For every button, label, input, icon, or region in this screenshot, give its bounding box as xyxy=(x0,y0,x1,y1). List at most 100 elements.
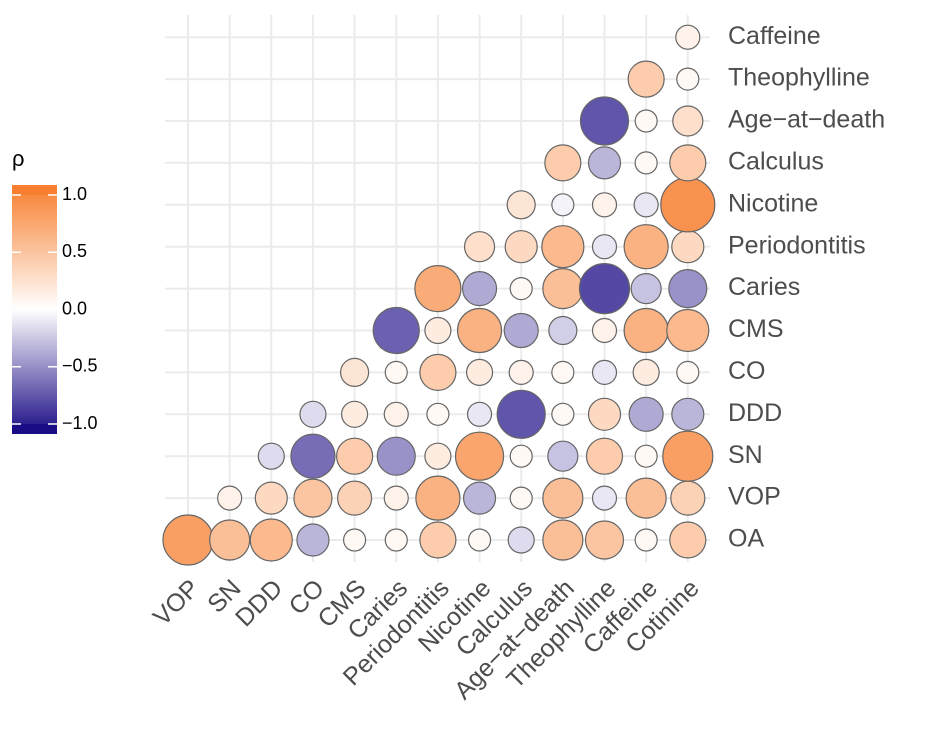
corr-circle xyxy=(675,24,701,50)
corr-circle xyxy=(424,316,452,345)
corr-circle xyxy=(584,520,625,560)
legend-tick-label: 0.0 xyxy=(62,298,87,318)
y-tick-label: OA xyxy=(728,525,764,553)
corr-circle xyxy=(506,190,536,220)
y-tick-label: Age−at−death xyxy=(728,106,885,134)
corr-circle xyxy=(296,523,330,557)
corr-circle xyxy=(671,230,705,264)
colorbar-end xyxy=(12,185,57,195)
corr-circle xyxy=(383,485,409,511)
corr-circle xyxy=(547,440,579,472)
corr-circle xyxy=(671,397,705,431)
corr-circle xyxy=(627,60,665,98)
corr-circle xyxy=(341,400,369,428)
corr-circle xyxy=(209,519,251,561)
corr-circle xyxy=(162,514,214,566)
corr-circle xyxy=(465,358,494,386)
corr-circle xyxy=(509,444,533,468)
corr-circle xyxy=(587,397,622,431)
corr-circle xyxy=(630,273,662,305)
corr-circle xyxy=(660,177,716,233)
colorbar-end xyxy=(12,424,57,434)
legend-tick-label: −0.5 xyxy=(62,356,98,376)
corr-circle xyxy=(669,144,707,182)
corr-circle xyxy=(343,528,367,552)
corr-circle xyxy=(466,401,493,427)
y-tick-label: DDD xyxy=(728,399,782,427)
corr-circle xyxy=(419,521,457,559)
corr-circle xyxy=(509,486,533,510)
y-tick-label: VOP xyxy=(728,483,781,511)
corr-circle xyxy=(340,357,370,387)
y-tick-label: Periodontitis xyxy=(728,231,866,259)
x-tick-label: DDD xyxy=(230,574,288,632)
corr-circle xyxy=(372,306,420,355)
corr-circle xyxy=(509,277,533,301)
corr-circle xyxy=(503,312,539,349)
corr-circle xyxy=(669,521,707,559)
legend-tick-label: −1.0 xyxy=(62,413,98,433)
corr-circle xyxy=(666,308,710,353)
corr-circle xyxy=(544,144,582,182)
corr-circle xyxy=(591,234,618,260)
x-tick-label: VOP xyxy=(148,574,205,631)
corr-circle xyxy=(426,402,450,426)
corr-circle xyxy=(591,192,618,218)
y-tick-label: Nicotine xyxy=(728,189,818,217)
corr-circle xyxy=(542,268,584,310)
legend-title: ρ xyxy=(12,146,25,171)
corr-circle xyxy=(419,353,457,391)
corr-circle xyxy=(336,437,374,475)
corr-circle xyxy=(634,444,658,468)
corr-circle xyxy=(628,396,664,432)
corr-circle xyxy=(463,231,496,263)
corr-circle xyxy=(591,317,618,344)
corr-circle xyxy=(337,480,373,516)
y-tick-label: CO xyxy=(728,357,766,385)
corr-circle xyxy=(591,485,618,511)
corr-circle xyxy=(541,225,585,269)
corr-circle xyxy=(461,271,498,307)
corr-circle xyxy=(257,442,285,470)
corr-circle xyxy=(676,67,700,91)
corr-circle xyxy=(504,230,538,264)
corr-circle xyxy=(542,519,584,561)
corr-circle xyxy=(414,265,462,313)
corr-circle xyxy=(551,193,575,217)
corr-circle xyxy=(634,528,658,552)
corr-circle xyxy=(551,402,575,426)
corr-circle xyxy=(384,528,408,552)
corr-circle xyxy=(579,96,630,146)
y-tick-label: Calculus xyxy=(728,148,824,176)
corr-circle xyxy=(508,359,534,385)
corr-circle xyxy=(623,307,669,354)
corr-circle xyxy=(217,485,243,511)
corr-circle xyxy=(623,224,669,270)
corr-circle xyxy=(454,431,505,481)
corr-circle xyxy=(668,269,708,309)
corr-circle xyxy=(456,307,503,354)
y-tick-label: CMS xyxy=(728,315,784,343)
corr-circle xyxy=(467,528,492,552)
corr-circle xyxy=(670,480,706,516)
corr-circle xyxy=(633,192,659,218)
corr-circle xyxy=(415,475,461,521)
corr-circle xyxy=(299,400,327,428)
corr-circle xyxy=(384,360,408,384)
corr-circle xyxy=(672,105,704,137)
corr-circle xyxy=(542,477,584,519)
corr-circle xyxy=(496,389,546,439)
corr-circle xyxy=(254,481,288,515)
y-tick-label: Caffeine xyxy=(728,22,821,50)
corr-circle xyxy=(551,360,575,384)
corr-circle xyxy=(290,433,336,479)
corr-circle xyxy=(249,518,293,562)
legend-tick-label: 0.5 xyxy=(62,241,87,261)
corr-circle xyxy=(591,359,618,385)
y-tick-label: Caries xyxy=(728,273,800,301)
corr-circle xyxy=(507,526,535,554)
corr-circle xyxy=(587,146,622,180)
corr-circle xyxy=(462,481,497,515)
corr-circle xyxy=(632,358,660,386)
